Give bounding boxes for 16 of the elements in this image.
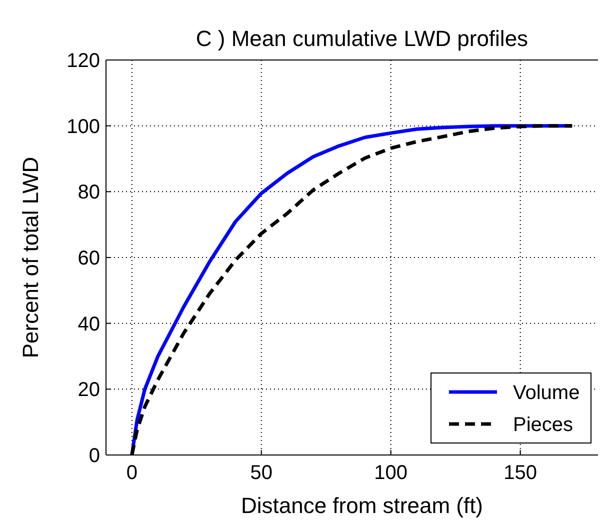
chart-title: C ) Mean cumulative LWD profiles <box>196 26 528 51</box>
y-tick-label: 20 <box>78 379 100 402</box>
x-tick-label: 100 <box>374 462 408 484</box>
x-tick-label: 50 <box>250 462 272 484</box>
y-tick-label: 40 <box>78 313 100 336</box>
y-axis-title: Percent of total LWD <box>18 156 43 358</box>
x-tick-label: 0 <box>126 462 138 484</box>
legend-label: Pieces <box>513 414 574 436</box>
y-tick-label: 120 <box>66 50 100 72</box>
legend-label: Volume <box>513 382 580 404</box>
y-tick-label: 60 <box>78 248 100 270</box>
y-tick-label: 100 <box>66 116 100 138</box>
x-axis-title: Distance from stream (ft) <box>240 493 484 518</box>
y-tick-label: 80 <box>78 182 100 204</box>
x-tick-label: 150 <box>504 462 538 484</box>
y-tick-label: 0 <box>88 445 100 467</box>
